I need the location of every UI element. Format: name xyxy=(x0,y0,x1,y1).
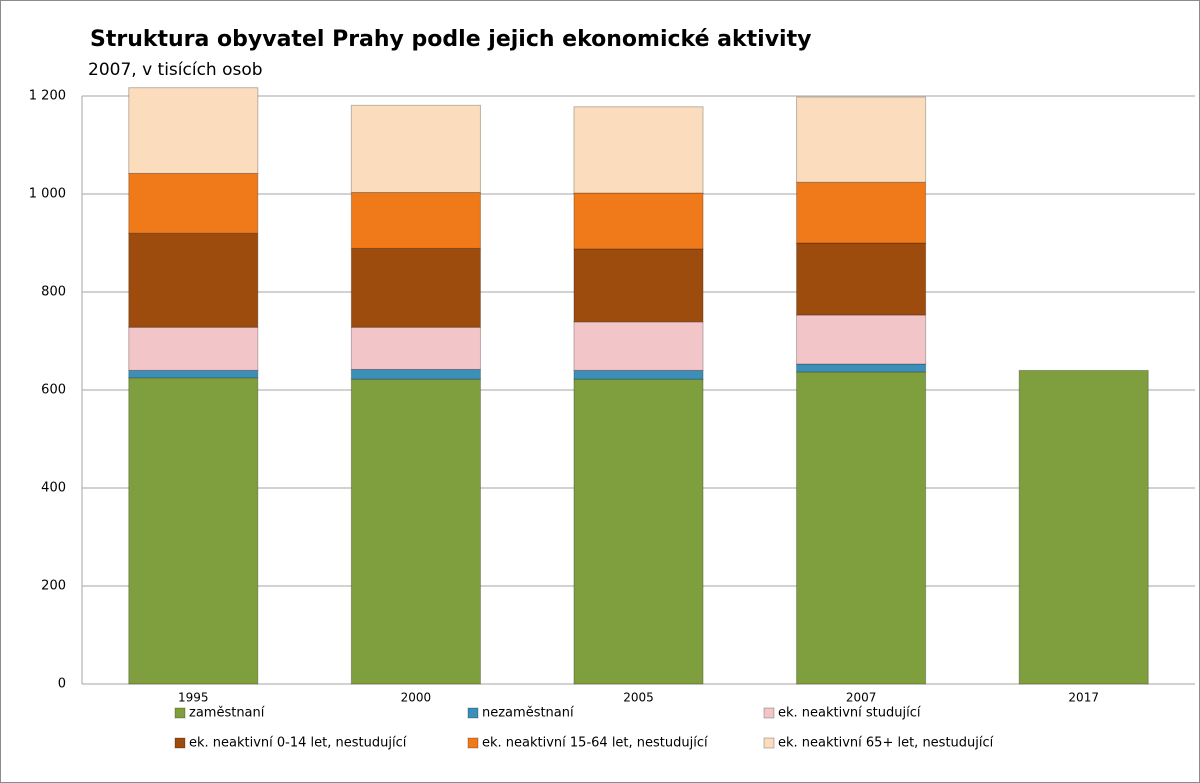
bar-segment xyxy=(796,181,927,244)
x-tick-label: 2000 xyxy=(401,691,432,705)
legend-swatch xyxy=(467,707,479,719)
legend-label: ek. neaktivní 15-64 let, nestudující xyxy=(482,736,708,751)
bar-segment xyxy=(796,363,927,373)
y-tick-label: 0 xyxy=(58,677,66,692)
bar-segment xyxy=(796,96,927,183)
bar-segment xyxy=(1018,369,1149,685)
bar-segment xyxy=(128,377,259,685)
legend-swatch xyxy=(763,707,775,719)
bar-segment xyxy=(796,242,927,316)
bar-segment xyxy=(796,371,927,685)
legend-label: ek. neaktivní 65+ let, nestudující xyxy=(778,736,994,751)
bar-segment xyxy=(350,247,481,328)
bar-segment xyxy=(573,106,704,194)
bar-segment xyxy=(350,104,481,194)
chart-title: Struktura obyvatel Prahy podle jejich ek… xyxy=(90,27,811,52)
x-tick-label: 2017 xyxy=(1068,691,1099,705)
bar-segment xyxy=(128,326,259,371)
bar-segment xyxy=(350,326,481,370)
bar-segment xyxy=(128,87,259,174)
x-tick-label: 2005 xyxy=(623,691,654,705)
x-tick-label: 1995 xyxy=(178,691,209,705)
legend-swatch xyxy=(763,737,775,749)
legend-label: nezaměstnaní xyxy=(482,706,574,721)
legend-label: ek. neaktivní 0-14 let, nestudující xyxy=(189,736,407,751)
bar-segment xyxy=(350,192,481,249)
y-tick-label: 400 xyxy=(41,481,66,496)
legend-swatch xyxy=(174,737,186,749)
bar-segment xyxy=(350,368,481,380)
bar-segment xyxy=(128,172,259,234)
bar-segment xyxy=(573,192,704,250)
legend-label: zaměstnaní xyxy=(189,706,265,721)
y-tick-label: 200 xyxy=(41,579,66,594)
legend-swatch xyxy=(174,707,186,719)
bar-segment xyxy=(128,369,259,379)
x-tick-label: 2007 xyxy=(846,691,877,705)
chart-subtitle: 2007, v tisících osob xyxy=(88,60,263,80)
bar-segment xyxy=(573,369,704,380)
y-tick-label: 800 xyxy=(41,285,66,300)
bar-segment xyxy=(128,232,259,328)
legend-label: ek. neaktivní studující xyxy=(778,706,921,721)
bar-segment xyxy=(573,378,704,685)
bar-segment xyxy=(796,314,927,365)
bar-segment xyxy=(573,248,704,323)
bar-segment xyxy=(350,378,481,685)
bar-segment xyxy=(573,321,704,371)
y-tick-label: 1 200 xyxy=(29,89,66,104)
y-tick-label: 600 xyxy=(41,383,66,398)
y-tick-label: 1 000 xyxy=(29,187,66,202)
legend-swatch xyxy=(467,737,479,749)
